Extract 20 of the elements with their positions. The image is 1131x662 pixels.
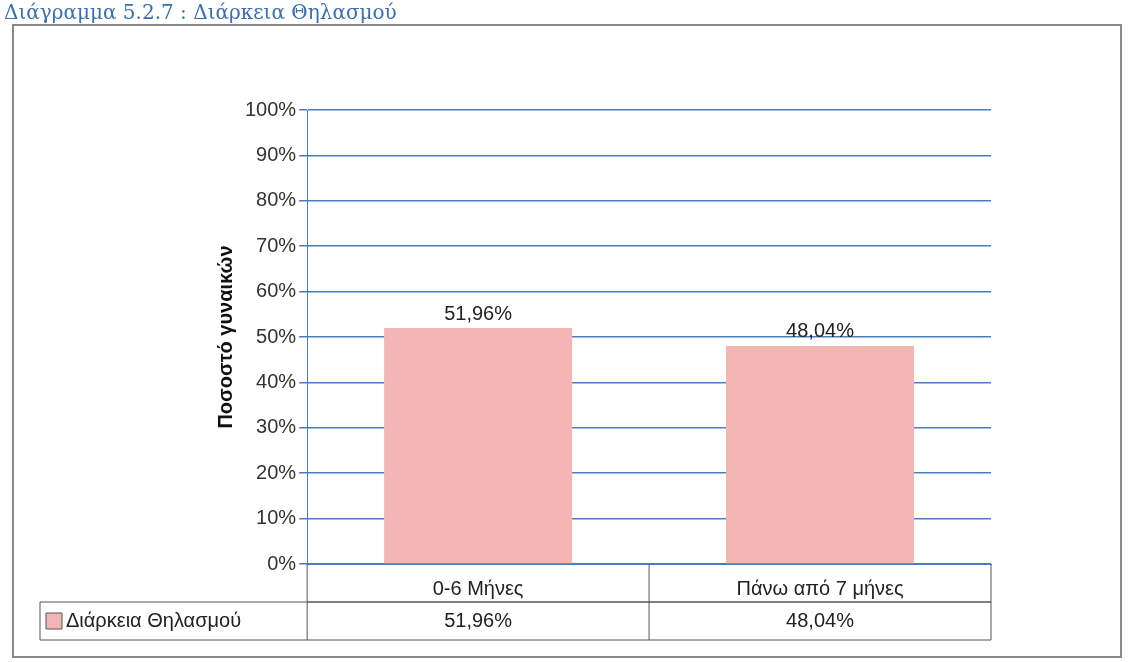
y-tick-label: 50% (256, 324, 297, 347)
text: 48,04% (786, 319, 854, 342)
chart-title: Διάγραμμα 5.2.7 : Διάρκεια Θηλασμού (4, 0, 397, 24)
y-tick-label: 20% (256, 460, 297, 483)
text: 51,96% (444, 301, 513, 324)
y-tick-label: 40% (256, 369, 297, 392)
y-tick-label: 0% (267, 551, 297, 574)
y-tick-label: 100% (245, 97, 297, 120)
y-axis-title: Ποσοστό γυναικών (213, 245, 236, 429)
legend-label: Διάρκεια Θηλασμού (66, 608, 242, 631)
y-tick-label: 30% (256, 415, 297, 438)
y-tick-label: 10% (256, 506, 297, 529)
y-tick-label: 80% (256, 188, 297, 211)
data-label: 51,96% (444, 608, 513, 631)
y-tick-label: 90% (256, 142, 297, 165)
y-tick-label: 60% (256, 279, 297, 302)
x-tick-label: 0-6 Μήνες (432, 576, 524, 599)
data-label: 48,04% (786, 608, 855, 631)
x-tick-label: Πάνω από 7 μήνες (736, 576, 904, 599)
y-tick-label: 70% (256, 233, 297, 256)
